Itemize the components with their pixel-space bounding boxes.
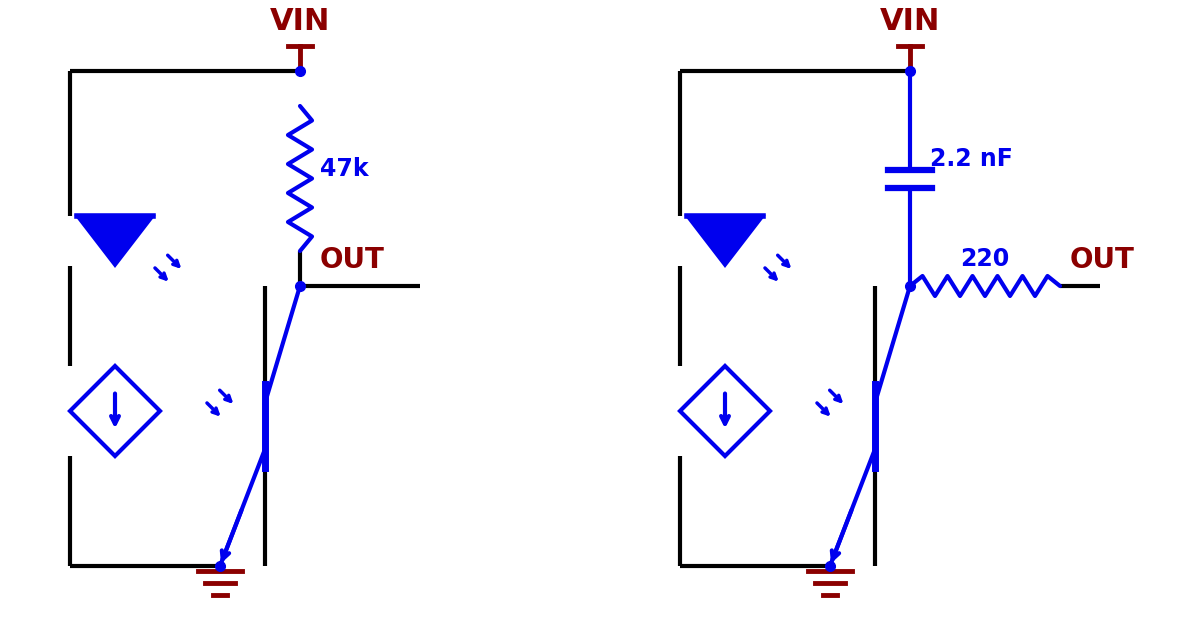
Text: 220: 220 — [960, 247, 1009, 271]
Text: VIN: VIN — [880, 7, 940, 36]
Text: OUT: OUT — [320, 246, 385, 274]
Polygon shape — [77, 216, 152, 266]
Text: OUT: OUT — [1070, 246, 1135, 274]
Polygon shape — [70, 366, 160, 456]
Polygon shape — [680, 366, 770, 456]
Text: 2.2 nF: 2.2 nF — [930, 147, 1013, 171]
Polygon shape — [686, 216, 763, 266]
Text: VIN: VIN — [270, 7, 330, 36]
Text: 47k: 47k — [320, 156, 368, 181]
